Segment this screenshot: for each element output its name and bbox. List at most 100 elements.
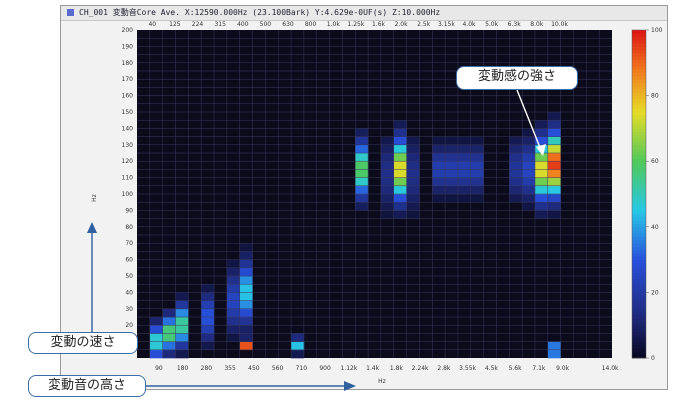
heatmap-cell	[393, 185, 407, 195]
colorbar-segment	[632, 348, 646, 352]
heatmap-cell	[291, 333, 305, 342]
y-tick-label: 90	[125, 207, 133, 214]
heatmap-cell	[445, 169, 459, 178]
heatmap-cell	[226, 267, 240, 277]
heatmap-cell	[162, 317, 176, 326]
colorbar-segment	[632, 321, 646, 326]
heatmap-cell	[239, 341, 253, 351]
x-bottom-tick-label: 710	[296, 365, 308, 372]
colorbar-segment	[632, 187, 646, 192]
y-tick-label: 130	[122, 142, 134, 149]
x-top-tick-label: 400	[237, 21, 249, 28]
heatmap-cell	[522, 153, 536, 162]
colorbar-segment	[632, 180, 646, 185]
colorbar-segment	[632, 43, 646, 47]
x-bottom-tick-label: 355	[224, 365, 236, 372]
heatmap-cell	[534, 136, 549, 146]
heatmap-cell	[393, 194, 407, 203]
colorbar-segment	[632, 46, 646, 51]
heatmap-cell	[457, 185, 472, 195]
heatmap-cell	[470, 177, 484, 187]
heatmap-cell	[239, 300, 253, 310]
y-axis-label: Hz	[91, 194, 98, 202]
y-tick-label: 30	[125, 306, 133, 313]
heatmap-cell	[509, 177, 523, 187]
x-bottom-tick-label: 4.5k	[485, 365, 499, 372]
heatmap-cell	[547, 177, 561, 187]
heatmap-cell	[445, 185, 459, 195]
x-top-tick-label: 8.0k	[530, 21, 544, 28]
heatmap-cell	[534, 169, 549, 178]
heatmap-cell	[522, 136, 536, 146]
heatmap-cell	[522, 128, 536, 137]
y-tick-label: 70	[125, 240, 133, 247]
colorbar-segment	[632, 134, 646, 139]
colorbar-segment	[632, 262, 646, 267]
heatmap-cell	[201, 300, 215, 310]
heatmap-cell	[432, 161, 446, 170]
colorbar-segment	[632, 98, 646, 103]
heatmap-cell	[406, 153, 420, 162]
colorbar-segment	[632, 148, 646, 152]
strength-pointer-line	[516, 89, 542, 151]
heatmap-cell	[355, 128, 369, 137]
heatmap-cell	[175, 333, 189, 342]
y-tick-label: 50	[125, 273, 133, 280]
heatmap-cell	[226, 325, 240, 334]
x-bottom-tick-label: 14.0k	[602, 365, 619, 372]
x-top-tick-label: 5.0k	[485, 21, 499, 28]
y-tick-label: 80	[125, 224, 133, 231]
heatmap-cell	[547, 202, 561, 211]
colorbar-segment	[632, 226, 646, 231]
colorbar-segment	[632, 56, 646, 60]
heatmap-cell	[393, 177, 407, 187]
x-bottom-tick-label: 2.8k	[437, 365, 451, 372]
colorbar-segment	[632, 161, 646, 165]
x-bottom-tick-label: 3.55k	[459, 365, 476, 372]
colorbar-segment	[632, 256, 646, 260]
heatmap-cell	[534, 177, 549, 187]
heatmap-cell	[239, 308, 253, 318]
heatmap-cell	[239, 267, 253, 277]
heatmap-cell	[406, 210, 420, 219]
colorbar-segment	[632, 174, 646, 178]
colorbar-segment	[632, 33, 646, 37]
heatmap-cell	[470, 153, 484, 162]
callout-pitch: 変動音の高さ	[28, 375, 146, 397]
x-bottom-tick-label: 5.6k	[509, 365, 523, 372]
heatmap-cell	[445, 194, 459, 203]
heatmap-cell	[432, 144, 446, 154]
heatmap-cell	[445, 161, 459, 170]
colorbar-segment	[632, 236, 646, 241]
heatmap-cell	[445, 153, 459, 162]
x-bottom-tick-label: 180	[177, 365, 189, 372]
y-tick-label: 190	[122, 43, 134, 50]
heatmap-cell	[380, 202, 395, 211]
y-tick-label: 150	[122, 109, 134, 116]
colorbar-segment	[632, 92, 646, 96]
colorbar-frame	[631, 29, 647, 359]
x-top-tick-label: 1.25k	[347, 21, 364, 28]
colorbar-segment	[632, 62, 646, 67]
colorbar-segment	[632, 285, 646, 290]
heatmap-cell	[175, 292, 189, 301]
y-tick-label: 20	[125, 322, 133, 329]
heatmap-cell	[547, 144, 561, 154]
heatmap-cell	[534, 120, 549, 129]
colorbar-segment	[632, 72, 646, 77]
x-top-tick-label: 4.0k	[462, 21, 476, 28]
colorbar-segment	[632, 331, 646, 336]
heatmap-cell	[470, 185, 484, 195]
heatmap-cell	[162, 349, 176, 359]
colorbar-segment	[632, 157, 646, 162]
heatmap-cell	[355, 177, 369, 187]
x-bottom-tick-label: 1.12k	[340, 365, 357, 372]
colorbar-segment	[632, 272, 646, 277]
heatmap-cell	[393, 144, 407, 154]
colorbar-segment	[632, 141, 646, 146]
heatmap-cell	[393, 202, 407, 211]
window-icon	[67, 9, 74, 16]
colorbar-segment	[632, 213, 646, 218]
heatmap-cell	[457, 161, 472, 170]
callout-modulation-speed: 変動の速さ	[28, 332, 138, 354]
